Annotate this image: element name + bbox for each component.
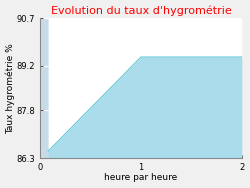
Title: Evolution du taux d'hygrométrie: Evolution du taux d'hygrométrie bbox=[50, 6, 231, 16]
X-axis label: heure par heure: heure par heure bbox=[104, 174, 178, 182]
Y-axis label: Taux hygrométrie %: Taux hygrométrie % bbox=[6, 43, 15, 134]
